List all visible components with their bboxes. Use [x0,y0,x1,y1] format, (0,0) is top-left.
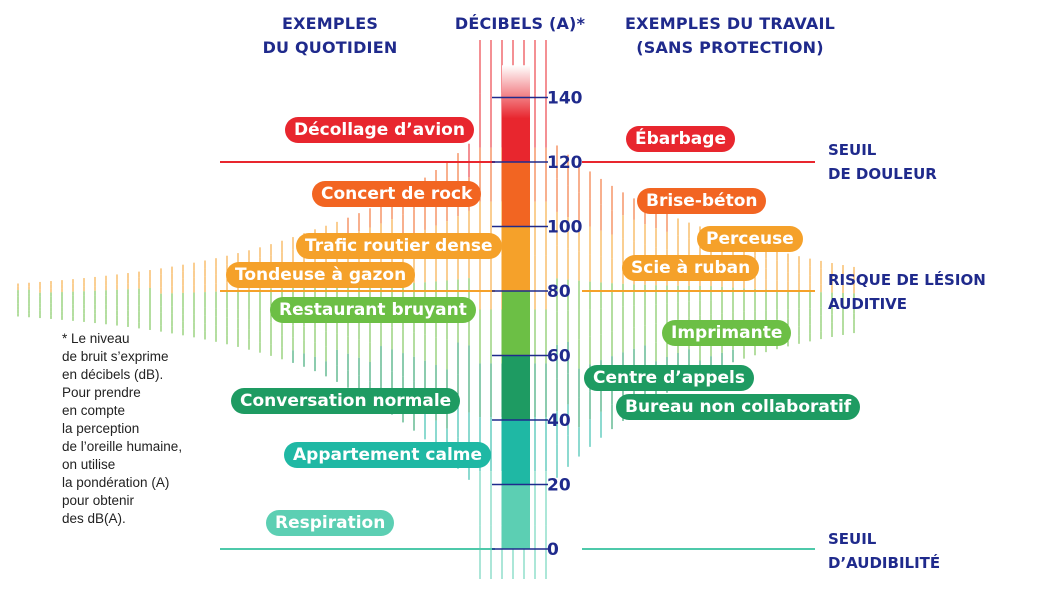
tick-label: 0 [547,540,559,560]
footnote-line: la pondération (A) [62,475,170,490]
footnote-line: la perception [62,421,140,436]
header-work: EXEMPLES DU TRAVAIL (SANS PROTECTION) [610,12,850,60]
example-pill: Tondeuse à gazon [226,261,416,288]
threshold-audibility-line2: D’AUDIBILITÉ [828,554,941,572]
footnote-line: on utilise [62,457,116,472]
example-pill: Scie à ruban [622,255,760,282]
threshold-pain-line2: DE DOULEUR [828,165,937,183]
footnote: * Le niveau de bruit s’exprime en décibe… [62,330,222,528]
tick-label: 140 [547,89,583,109]
example-pill: Bureau non collaboratif [616,394,861,421]
example-pill: Appartement calme [284,442,492,469]
threshold-pain-label: SEUIL DE DOULEUR [828,138,937,186]
scale-band [502,291,530,356]
header-decibels: DÉCIBELS (A)* [454,14,586,33]
example-pill: Trafic routier dense [296,232,502,259]
example-pill: Ébarbage [626,126,735,153]
footnote-line: en compte [62,403,126,418]
example-pill: Décollage d’avion [285,116,474,143]
example-pill: Respiration [266,510,395,537]
tick-label: 60 [547,347,571,367]
scale-band [502,420,530,485]
footnote-line: * Le niveau [62,331,130,346]
scale-band [502,162,530,227]
footnote-line: Pour prendre [62,385,141,400]
example-pill: Perceuse [697,226,803,253]
scale-band [502,65,530,162]
tick-label: 100 [547,218,583,238]
tick-label: 20 [547,476,571,496]
example-pill: Imprimante [662,319,792,346]
scale-band [502,484,530,549]
header-work-line1: EXEMPLES DU TRAVAIL [624,14,836,33]
header-everyday-line2: DU QUOTIDIEN [262,38,398,57]
threshold-audibility-line1: SEUIL [828,530,877,548]
footnote-line: de bruit s’exprime [62,349,169,364]
scale-band [502,226,530,291]
tick-label: 80 [547,282,571,302]
example-pill: Brise-béton [637,187,767,214]
footnote-line: pour obtenir [62,493,135,508]
threshold-hearing-damage-line1: RISQUE DE LÉSION [828,271,986,289]
header-work-line2: (SANS PROTECTION) [636,38,824,57]
example-pill: Restaurant bruyant [270,297,476,324]
scale-band [502,355,530,420]
header-everyday-line1: EXEMPLES [281,14,379,33]
example-pill: Concert de rock [312,181,482,208]
header-everyday: EXEMPLES DU QUOTIDIEN [250,12,410,60]
tick-label: 40 [547,411,571,431]
example-pill: Centre d’appels [584,365,754,392]
threshold-pain-line1: SEUIL [828,141,877,159]
footnote-line: en décibels (dB). [62,367,164,382]
threshold-hearing-damage-line2: AUDITIVE [828,295,908,313]
footnote-line: de l’oreille humaine, [62,439,183,454]
example-pill: Conversation normale [231,387,461,414]
threshold-audibility-label: SEUIL D’AUDIBILITÉ [828,527,940,575]
threshold-hearing-damage-label: RISQUE DE LÉSION AUDITIVE [828,268,986,316]
tick-label: 120 [547,153,583,173]
footnote-line: des dB(A). [62,511,126,526]
